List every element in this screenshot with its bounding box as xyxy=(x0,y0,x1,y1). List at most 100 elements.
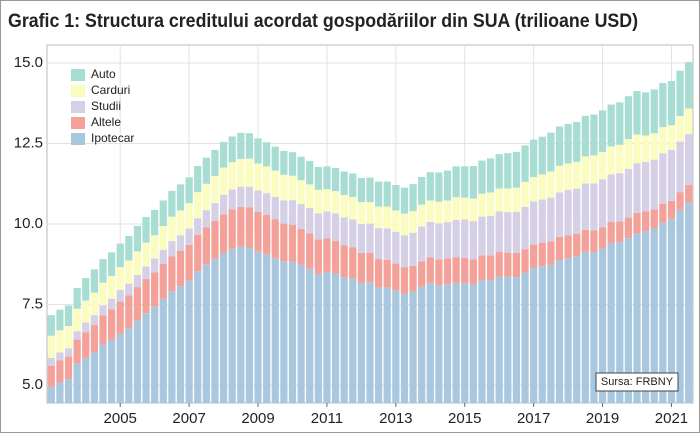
bar-segment xyxy=(650,209,658,229)
bar-segment xyxy=(676,192,684,210)
bar-segment xyxy=(82,332,90,358)
bar-segment xyxy=(452,197,460,220)
bar-segment xyxy=(616,173,624,222)
bar-segment xyxy=(107,252,116,276)
bar-segment xyxy=(107,309,116,340)
bar-segment xyxy=(659,222,667,403)
bar-segment xyxy=(194,192,202,219)
bar-segment xyxy=(366,177,374,203)
bar-segment xyxy=(228,209,236,249)
bar-segment xyxy=(56,352,64,361)
bar-segment xyxy=(56,360,64,383)
bar-segment xyxy=(228,248,236,403)
legend-swatch xyxy=(71,133,85,145)
bar-segment xyxy=(486,255,495,281)
bar-segment xyxy=(349,196,357,220)
bar-segment xyxy=(642,161,650,212)
bar-segment xyxy=(245,186,254,208)
bar-segment xyxy=(435,223,443,260)
bar-segment xyxy=(418,204,426,227)
bar-segment xyxy=(211,258,219,403)
bar-segment xyxy=(633,134,641,164)
bar-segment xyxy=(340,195,348,218)
bar-segment xyxy=(633,91,641,135)
bar-segment xyxy=(125,328,133,403)
bar-segment xyxy=(435,259,443,286)
bar-segment xyxy=(47,357,55,366)
bar-segment xyxy=(168,241,176,257)
bar-segment xyxy=(288,152,297,176)
x-tick-label: 2021 xyxy=(655,410,688,427)
bar-segment xyxy=(659,153,667,204)
bar-segment xyxy=(116,243,124,268)
bar-segment xyxy=(624,139,633,169)
bar-segment xyxy=(271,196,279,220)
bar-segment xyxy=(650,159,658,210)
bar-segment xyxy=(521,206,529,250)
bar-segment xyxy=(56,330,64,353)
bar-segment xyxy=(159,249,167,264)
bar-segment xyxy=(659,203,667,223)
bar-segment xyxy=(374,287,383,403)
y-tick-label: 15.0 xyxy=(14,54,43,71)
bar-segment xyxy=(512,252,521,278)
bar-segment xyxy=(237,132,245,159)
bar-segment xyxy=(331,213,340,242)
bar-segment xyxy=(107,339,116,403)
bar-segment xyxy=(633,233,641,403)
bar-segment xyxy=(168,216,176,242)
x-tick-label: 2013 xyxy=(379,410,412,427)
bar-segment xyxy=(443,170,452,201)
bar-segment xyxy=(211,149,219,177)
bar-segment xyxy=(202,157,210,184)
bar-segment xyxy=(237,186,245,207)
bar-segment xyxy=(573,121,581,162)
bar-segment xyxy=(331,191,340,214)
bar-segment xyxy=(426,257,434,283)
bar-segment xyxy=(159,200,167,226)
bar-segment xyxy=(202,227,210,265)
bar-segment xyxy=(426,282,434,403)
bar-segment xyxy=(426,172,434,201)
bar-segment xyxy=(263,166,271,194)
bar-segment xyxy=(538,242,546,267)
bar-segment xyxy=(82,278,90,301)
bar-segment xyxy=(176,210,185,236)
bar-segment xyxy=(486,280,495,403)
bar-segment xyxy=(280,150,288,175)
bar-segment xyxy=(133,287,142,321)
bar-segment xyxy=(237,158,245,187)
bar-segment xyxy=(685,134,693,186)
bar-segment xyxy=(340,277,348,403)
bar-segment xyxy=(116,333,124,403)
bar-segment xyxy=(133,251,142,275)
bar-segment xyxy=(495,276,503,403)
bar-segment xyxy=(194,166,202,193)
bar-segment xyxy=(176,184,185,211)
bar-segment xyxy=(538,136,546,175)
bar-segment xyxy=(659,82,667,128)
bar-segment xyxy=(142,313,150,403)
bar-segment xyxy=(202,210,210,228)
bar-segment xyxy=(306,233,314,269)
bar-segment xyxy=(598,110,607,152)
bar-segment xyxy=(357,202,366,224)
bar-segment xyxy=(107,298,116,310)
x-tick-label: 2015 xyxy=(448,410,481,427)
bar-segment xyxy=(555,192,564,237)
bar-segment xyxy=(151,235,159,259)
bar-segment xyxy=(400,213,409,236)
bar-segment xyxy=(435,172,443,202)
bar-segment xyxy=(392,263,400,291)
bar-segment xyxy=(650,133,658,160)
bar-segment xyxy=(685,62,693,109)
bar-segment xyxy=(538,174,546,200)
bar-segment xyxy=(573,233,581,257)
bar-segment xyxy=(47,315,55,336)
bar-segment xyxy=(530,176,538,202)
bar-segment xyxy=(409,291,417,403)
bar-segment xyxy=(624,96,633,140)
bar-segment xyxy=(607,174,615,223)
bar-segment xyxy=(521,249,529,273)
